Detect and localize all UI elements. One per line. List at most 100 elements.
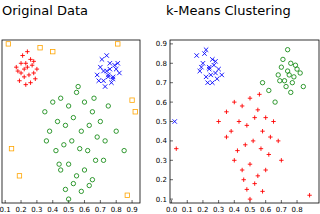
point	[204, 48, 208, 52]
point	[82, 168, 86, 172]
y-tick-label: 0.9	[156, 40, 167, 48]
point	[90, 110, 94, 114]
point	[268, 135, 272, 139]
point	[248, 162, 252, 166]
y-tick	[170, 63, 173, 64]
x-tick-label: 0.9	[126, 206, 137, 214]
y-tick-label: 0.5	[156, 118, 167, 126]
point	[199, 65, 203, 69]
point	[63, 187, 67, 191]
point	[252, 181, 256, 185]
point	[279, 158, 283, 162]
point	[213, 59, 217, 63]
point	[108, 67, 112, 71]
point	[293, 63, 297, 67]
y-tick	[170, 82, 173, 83]
point	[287, 73, 291, 77]
point	[267, 152, 271, 156]
point	[33, 77, 37, 81]
point	[260, 129, 264, 133]
point	[125, 193, 129, 197]
point	[216, 67, 220, 71]
point	[74, 174, 78, 178]
point	[259, 146, 263, 150]
point	[114, 129, 118, 133]
point	[106, 75, 110, 79]
point	[25, 49, 29, 53]
point	[224, 110, 228, 114]
point	[87, 183, 91, 187]
point	[14, 65, 18, 69]
point	[210, 80, 214, 84]
point	[32, 59, 36, 63]
point	[24, 61, 28, 65]
x-tick	[84, 200, 85, 203]
x-tick-label: 0.2	[15, 206, 26, 214]
x-tick	[171, 200, 172, 203]
x-tick	[116, 200, 117, 203]
point	[248, 96, 252, 100]
point	[103, 84, 107, 88]
point	[74, 90, 78, 94]
point	[307, 193, 311, 197]
x-tick-label: 0.6	[260, 206, 272, 214]
x-tick	[187, 200, 188, 203]
point	[66, 104, 70, 108]
point	[76, 84, 80, 88]
point	[101, 79, 105, 83]
y-tick	[170, 43, 173, 44]
x-tick	[36, 200, 37, 203]
point	[289, 61, 293, 65]
plot-frame	[170, 40, 319, 203]
point	[58, 96, 62, 100]
point	[57, 162, 61, 166]
point	[213, 71, 217, 75]
x-tick-label: 0.8	[291, 206, 302, 214]
point	[174, 146, 178, 150]
y-tick-label: 0.4	[156, 137, 168, 145]
point	[43, 110, 47, 114]
chart-canvas: Original Data0.10.20.30.40.50.60.70.80.9…	[0, 0, 320, 214]
x-tick	[52, 200, 53, 203]
point	[44, 139, 48, 143]
x-tick	[234, 200, 235, 203]
point	[289, 90, 293, 94]
x-tick	[297, 200, 298, 203]
point	[98, 119, 102, 123]
point	[109, 80, 113, 84]
x-tick	[202, 200, 203, 203]
point	[6, 42, 10, 46]
point	[22, 75, 26, 79]
marks	[173, 48, 312, 202]
point	[202, 51, 206, 55]
point	[237, 119, 241, 123]
point	[204, 75, 208, 79]
point	[116, 42, 120, 46]
x-tick-label: 0.4	[229, 206, 241, 214]
point	[98, 65, 102, 69]
point	[260, 80, 264, 84]
point	[71, 181, 75, 185]
x-tick	[281, 200, 282, 203]
point	[103, 139, 107, 143]
point	[93, 158, 97, 162]
point	[242, 178, 246, 182]
x-tick	[132, 200, 133, 203]
point	[51, 100, 55, 104]
point	[260, 189, 264, 193]
x-tick-label: 0.4	[47, 206, 59, 214]
point	[292, 75, 296, 79]
point	[207, 67, 211, 71]
point	[267, 88, 271, 92]
y-tick	[170, 140, 173, 141]
point	[32, 71, 36, 75]
point	[63, 123, 67, 127]
point	[198, 69, 202, 73]
point	[101, 69, 105, 73]
y-tick-label: 0.1	[156, 196, 167, 204]
point	[104, 53, 108, 57]
x-tick-label: 0.1	[0, 206, 11, 214]
point	[106, 104, 110, 108]
point	[19, 61, 23, 65]
point	[215, 77, 219, 81]
